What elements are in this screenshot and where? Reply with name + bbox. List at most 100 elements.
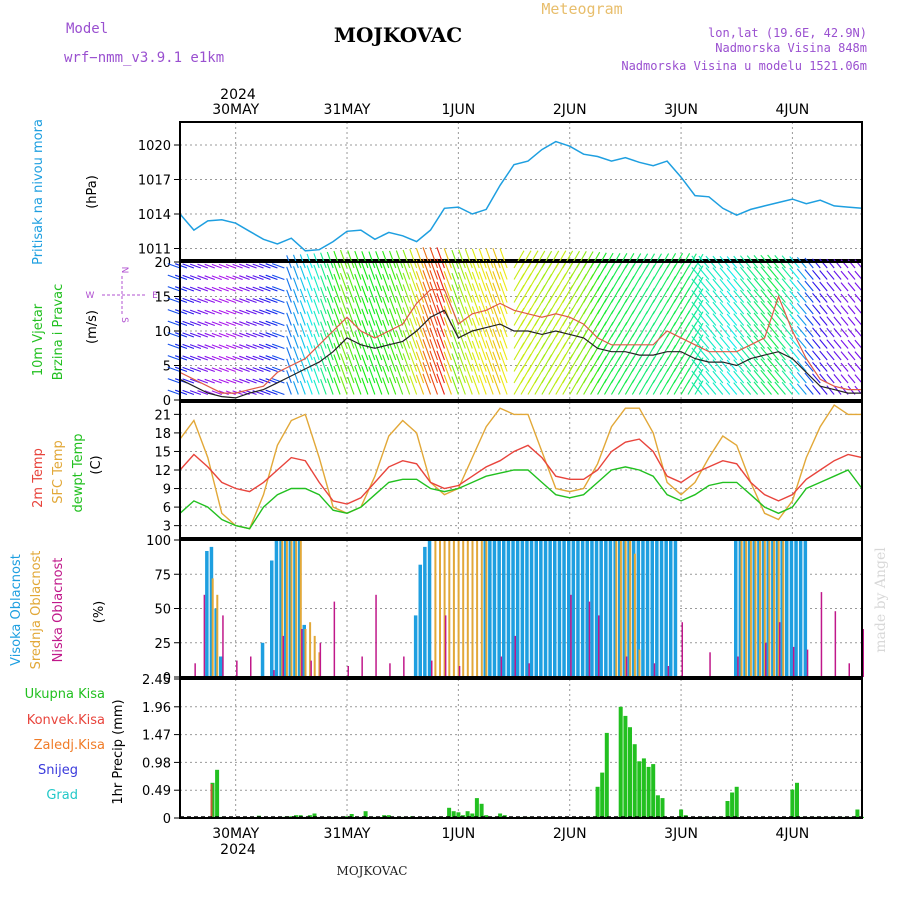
high-cloud-bar xyxy=(483,540,487,677)
wind-arrow xyxy=(753,278,765,292)
wind-arrow xyxy=(299,288,306,303)
wind-arrow xyxy=(617,253,628,269)
wind-arrow xyxy=(252,309,264,315)
y-tick-label: 9 xyxy=(163,483,171,498)
wind-arrow xyxy=(739,289,752,303)
wind-arrow xyxy=(211,390,222,396)
wind-arrow xyxy=(854,282,863,292)
low-cloud-bar xyxy=(778,622,781,677)
wind-arrow xyxy=(388,250,397,269)
wind-arrow xyxy=(812,281,821,292)
precip-panel: 0 0.49 0.98 1.47 1.96 2.45 xyxy=(142,673,864,827)
high-cloud-bar xyxy=(771,540,775,677)
wind-arrow xyxy=(436,350,445,372)
wind-arrow xyxy=(753,370,765,384)
wind-arrow xyxy=(833,282,842,292)
wind-arrow xyxy=(232,344,243,350)
wind-arrow xyxy=(840,339,849,349)
low-cloud-bar xyxy=(792,646,795,677)
wind-arrow xyxy=(245,321,257,327)
model-label: Model xyxy=(66,21,108,37)
total-rain-bar xyxy=(790,789,795,818)
wind-arrow xyxy=(395,250,404,269)
wind-arrow xyxy=(265,263,278,269)
wind-arrow xyxy=(272,263,285,269)
mid-cloud-bar xyxy=(485,540,488,677)
wind-arrow xyxy=(339,261,348,280)
total-rain-bar xyxy=(465,811,470,818)
wind-arrow xyxy=(652,253,662,269)
mid-cloud-bar xyxy=(480,540,483,677)
high-cloud-bar xyxy=(525,540,529,677)
wind-arrow xyxy=(796,360,807,372)
wind-arrow xyxy=(796,337,807,349)
wind-arrow xyxy=(436,339,445,361)
wind-arrow xyxy=(299,323,306,338)
wind-arrow xyxy=(292,266,299,280)
wind-arrow xyxy=(753,301,765,315)
mid-cloud-bar xyxy=(216,594,219,677)
wind-arrow xyxy=(781,324,793,338)
wind-arrow xyxy=(733,359,745,372)
compass-south: S xyxy=(119,317,129,323)
wind-arrow xyxy=(245,355,257,361)
wind-arrow xyxy=(458,376,466,395)
wind-arrow xyxy=(698,313,710,326)
wind-arrow xyxy=(712,278,724,292)
y-tick-label: 0 xyxy=(163,394,171,409)
wind-arrow xyxy=(204,332,215,338)
wind-arrow xyxy=(333,285,341,303)
wind-arrow xyxy=(520,250,532,269)
wind-arrow xyxy=(395,307,404,326)
wind-arrow xyxy=(368,274,376,292)
wind-arrow xyxy=(854,305,863,315)
wind-arrow xyxy=(436,327,445,349)
wind-arrow xyxy=(774,347,786,361)
wind-arrow xyxy=(306,253,313,269)
wind-arrow xyxy=(375,251,383,269)
wind-arrow xyxy=(719,324,731,338)
wind-arrow xyxy=(402,261,411,280)
wind-arrow xyxy=(368,251,376,269)
wind-arrow xyxy=(422,362,432,384)
wind-arrow xyxy=(789,279,800,292)
wind-arrow xyxy=(833,305,842,315)
wind-arrow xyxy=(760,289,772,303)
wind-arrow xyxy=(306,299,313,315)
high-cloud-bar xyxy=(492,540,497,677)
wind-arrow xyxy=(458,295,466,315)
wind-arrow xyxy=(306,276,313,292)
wind-arrow xyxy=(833,351,842,361)
wind-arrow xyxy=(458,272,466,292)
wind-arrow xyxy=(182,320,195,327)
wind-arrow xyxy=(313,276,320,292)
wind-arrow xyxy=(225,355,236,361)
wind-arrow xyxy=(245,367,257,373)
wind-arrow xyxy=(562,250,574,269)
wind-arrow xyxy=(826,350,835,361)
wind-arrow xyxy=(395,284,404,303)
wind-arrow xyxy=(239,309,250,315)
wind-arrow xyxy=(812,304,821,315)
mid-cloud-bar xyxy=(448,540,451,677)
wind-arrow xyxy=(239,367,250,373)
wind-arrow xyxy=(415,363,425,384)
wind-arrow xyxy=(402,341,411,361)
bottom-date-label: 31MAY xyxy=(324,826,371,842)
wind-arrow xyxy=(299,277,306,292)
panel-border xyxy=(179,678,863,819)
wind-arrow xyxy=(245,344,257,350)
wind-arrow xyxy=(464,283,473,303)
wind-arrow xyxy=(429,270,439,292)
wind-arrow xyxy=(182,309,195,315)
wind-arrow xyxy=(320,252,327,269)
wind-arrow xyxy=(232,298,243,304)
mid-cloud-bar xyxy=(211,578,214,677)
watermark: made by Angel xyxy=(873,547,889,653)
wind-arrow xyxy=(443,328,452,349)
low-cloud-bar xyxy=(709,652,711,677)
wind-arrow xyxy=(265,274,278,281)
total-rain-bar xyxy=(632,744,637,818)
wind-arrow xyxy=(218,378,229,384)
wind-arrow xyxy=(368,262,376,280)
